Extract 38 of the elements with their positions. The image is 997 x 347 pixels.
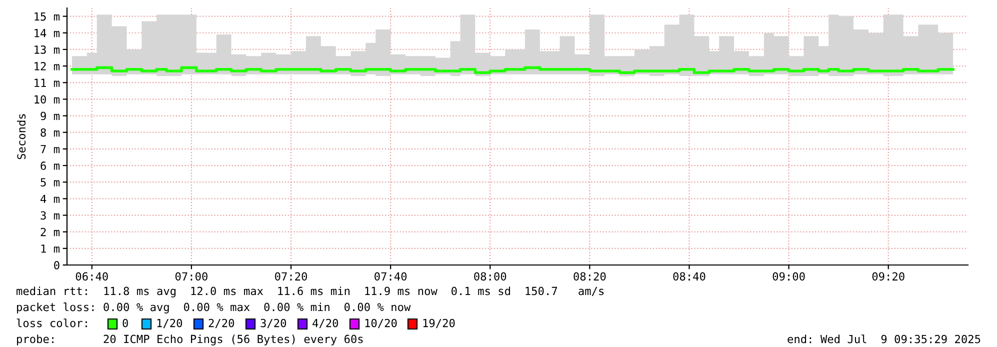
y-tick-label: 12 m xyxy=(34,62,60,70)
y-tick-label: 4 m xyxy=(40,194,60,203)
text: median rtt: 11.8 ms avg 12.0 ms max 11.6 ms min 11.9 ms now 0.1 ms sd 150.7 am/s xyxy=(16,286,604,298)
text: probe: 20 ICMP Echo Pings (56 Bytes) every 60s xyxy=(17,334,363,346)
x-tick-label: 07:20 xyxy=(275,272,308,281)
y-tick-label: 5 m xyxy=(40,178,60,187)
x-tick-label: 08:40 xyxy=(673,272,706,281)
y-tick-label: 1 m xyxy=(41,244,60,253)
x-tick-label: 09:20 xyxy=(872,272,904,281)
text: 19/20 xyxy=(423,318,455,328)
text: 1/20 xyxy=(157,318,182,328)
x-tick-label: 07:40 xyxy=(374,272,407,281)
y-tick-label: 9 m xyxy=(40,112,60,120)
text: 3/20 xyxy=(260,318,286,328)
text: end: Wed Jul 9 09:35:29 2025 xyxy=(788,334,980,344)
x-tick-label: 08:00 xyxy=(474,272,506,281)
x-tick-label: 06:40 xyxy=(76,272,108,281)
y-tick-label: 8 m xyxy=(40,128,60,137)
y-tick-label: 13 m xyxy=(34,45,60,54)
text: 0 xyxy=(122,318,128,328)
y-tick-label: 11 m xyxy=(34,78,60,87)
y-tick-label: 3 m xyxy=(40,211,60,220)
y-tick-label: 0 xyxy=(54,261,60,270)
x-tick-label: 09:00 xyxy=(772,272,805,281)
y-tick-label: 2 m xyxy=(40,228,60,236)
y-tick-label: 15 m xyxy=(34,12,60,21)
text: 10/20 xyxy=(365,318,397,328)
text: 2/20 xyxy=(208,318,234,328)
y-tick-label: 7 m xyxy=(40,145,60,154)
y-tick-label: 14 m xyxy=(34,29,60,38)
y-tick-label: 10 m xyxy=(34,95,60,104)
text: packet loss: 0.00 % avg 0.00 % max 0.00 % min 0.00 % now xyxy=(17,302,411,314)
text: 4/20 xyxy=(312,318,338,328)
y-tick-label: 6 m xyxy=(40,162,60,170)
x-tick-label: 08:20 xyxy=(574,272,606,281)
y-axis-title: Seconds xyxy=(16,114,26,160)
x-tick-label: 07:00 xyxy=(175,272,208,281)
text: loss color: xyxy=(16,318,87,328)
